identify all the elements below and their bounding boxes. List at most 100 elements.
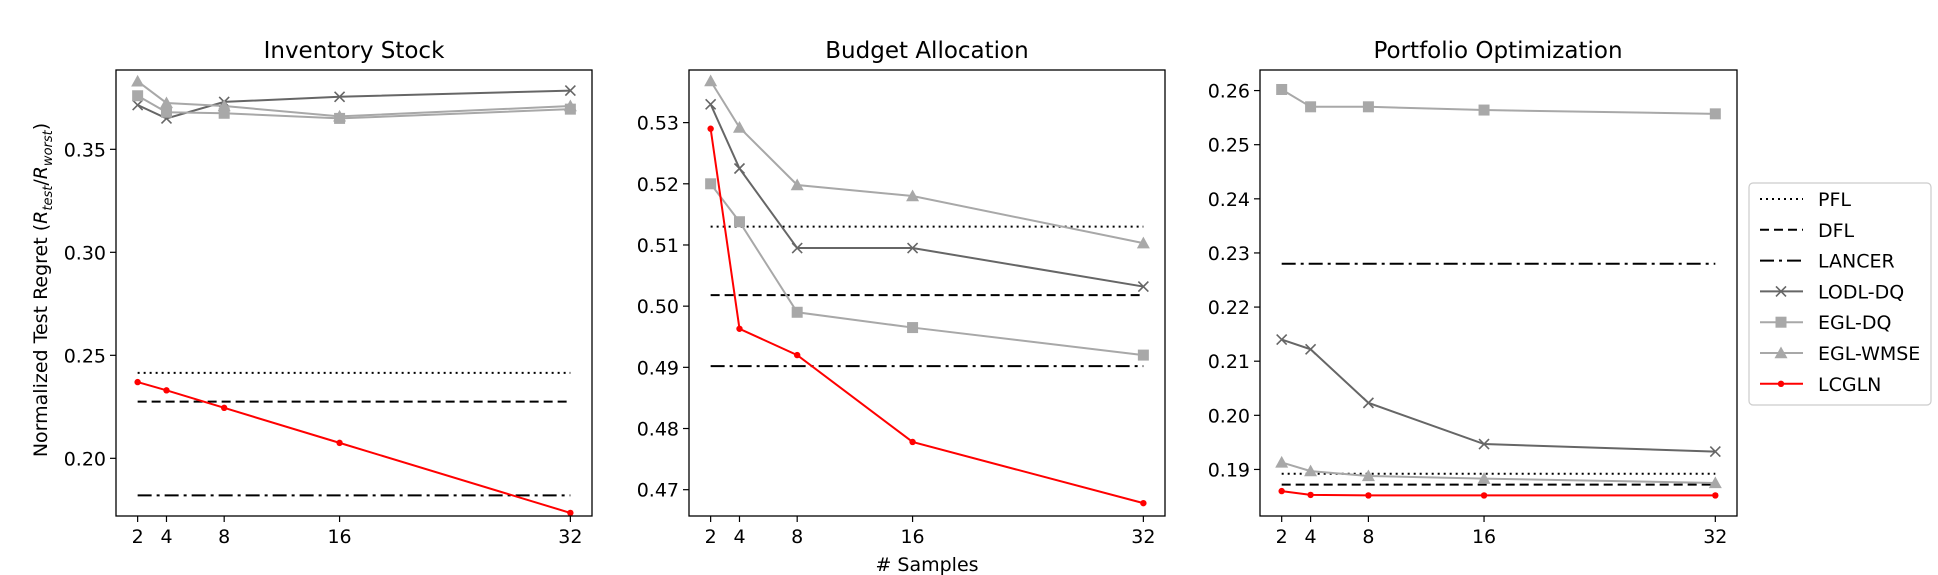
data-point-lcgln	[736, 325, 743, 332]
y-tick-label: 0.50	[637, 296, 679, 318]
data-point-egl-dq	[1276, 83, 1288, 95]
y-tick-label: 0.53	[637, 113, 679, 135]
data-point-egl-wmse	[563, 99, 577, 112]
legend-item-pfl: PFL	[1760, 189, 1851, 211]
data-point-egl-dq	[1709, 108, 1721, 120]
y-tick-label: 0.49	[637, 357, 679, 379]
plot-frame	[688, 69, 1166, 517]
y-tick-label: 0.20	[64, 448, 106, 470]
series-line-lodl-dq	[1281, 338, 1716, 453]
data-point-lcgln	[1140, 499, 1147, 507]
y-tick-label: 0.47	[637, 480, 679, 502]
legend-label: PFL	[1818, 189, 1851, 211]
y-axis-label: Normalized Test Regret (Rtest/Rworst)	[30, 123, 56, 457]
data-point-lodl-dq	[132, 99, 144, 111]
data-point-lcgln	[336, 439, 343, 447]
data-point-lodl-dq	[705, 98, 717, 110]
y-tick-label: 0.23	[1208, 243, 1250, 265]
legend-label: DFL	[1818, 220, 1855, 242]
data-point-lcgln	[1307, 491, 1314, 499]
legend-item-lodl-dq: LODL-DQ	[1760, 281, 1904, 303]
data-point-lodl-dq	[1362, 397, 1374, 409]
data-point-egl-wmse	[333, 109, 347, 122]
data-point-egl-wmse	[732, 121, 746, 133]
data-point-lcgln	[1480, 492, 1488, 499]
panel-title: Budget Allocation	[825, 38, 1028, 64]
series-line-egl-dq	[709, 183, 1144, 357]
legend-label: LODL-DQ	[1818, 281, 1904, 303]
plot-marks: 0.20 0.25 0.30 0.35 2 4 8 16 32	[64, 74, 582, 548]
legend-marker	[1775, 316, 1787, 328]
legend: PFL DFL LANCER LODL-DQ EGL-DQ EGL-WMSE LCGLN	[1748, 182, 1932, 406]
x-tick-label: 8	[218, 526, 230, 548]
x-tick-label: 2	[132, 526, 144, 548]
y-tick-label: 0.19	[1208, 459, 1250, 481]
x-tick-label: 32	[1131, 526, 1155, 548]
data-point-egl-dq	[218, 107, 230, 119]
legend-items: PFL DFL LANCER LODL-DQ EGL-DQ EGL-WMSE LCGLN	[1760, 189, 1920, 396]
data-point-lcgln	[134, 378, 141, 386]
y-tick-label: 0.48	[637, 419, 679, 441]
data-point-lodl-dq	[564, 85, 576, 97]
x-tick-label: 2	[705, 526, 717, 548]
legend-label: LCGLN	[1818, 374, 1881, 396]
y-tick-label: 0.52	[637, 174, 679, 196]
y-tick-label: 0.21	[1208, 351, 1250, 373]
data-point-lcgln	[1712, 492, 1719, 499]
y-tick-label: 0.30	[64, 242, 106, 264]
data-point-egl-dq	[132, 90, 144, 102]
y-tick-label: 0.24	[1208, 189, 1250, 211]
data-point-lcgln	[909, 438, 916, 446]
plot-marks: 0.19 0.20 0.21 0.22 0.23 0.24 0.25 0.26 2 4 8 16 32	[1208, 81, 1728, 548]
data-point-egl-wmse	[217, 99, 231, 112]
data-point-egl-wmse	[790, 178, 804, 191]
series-line-lodl-dq	[709, 103, 1144, 288]
legend-marker	[1774, 346, 1788, 359]
legend-label: LANCER	[1818, 251, 1895, 273]
x-tick-label: 8	[791, 526, 803, 548]
data-point-lcgln	[220, 404, 228, 412]
x-tick-label: 32	[1703, 526, 1727, 548]
x-tick-label: 16	[327, 526, 351, 548]
data-point-lodl-dq	[1276, 333, 1288, 346]
data-point-egl-dq	[907, 322, 919, 334]
data-point-egl-dq	[160, 106, 172, 118]
panel-title: Portfolio Optimization	[1373, 38, 1622, 64]
data-point-egl-wmse	[131, 74, 145, 87]
data-point-egl-dq	[1305, 101, 1317, 113]
plot-frame	[1259, 69, 1738, 517]
y-tick-label: 0.25	[1208, 135, 1250, 157]
x-tick-label: 16	[900, 526, 924, 548]
data-point-egl-wmse	[906, 189, 920, 202]
y-tick-label: 0.20	[1208, 405, 1250, 427]
data-point-egl-wmse	[704, 74, 718, 87]
data-point-egl-dq	[705, 178, 717, 190]
x-tick-label: 32	[558, 526, 582, 548]
x-tick-label: 4	[733, 526, 745, 548]
data-point-lodl-dq	[1709, 446, 1721, 458]
data-point-egl-wmse	[1708, 476, 1722, 489]
data-point-egl-wmse	[1361, 469, 1375, 482]
data-point-egl-dq	[791, 306, 803, 318]
data-point-egl-wmse	[1136, 236, 1150, 249]
series-line-lcgln	[1281, 490, 1716, 497]
panel-inventory-stock: Inventory Stock Normalized Test Regret (…	[30, 38, 593, 548]
legend-marker	[1777, 380, 1785, 387]
series-line-lcgln	[709, 128, 1144, 505]
y-tick-label: 0.35	[64, 139, 106, 161]
data-point-lcgln	[707, 125, 714, 132]
panel-title: Inventory Stock	[264, 38, 446, 64]
y-tick-label: 0.25	[64, 345, 106, 367]
data-point-lodl-dq	[907, 242, 919, 254]
data-point-egl-wmse	[1304, 464, 1318, 477]
legend-item-egl-dq: EGL-DQ	[1760, 312, 1891, 334]
legend-item-egl-wmse: EGL-WMSE	[1760, 343, 1920, 365]
data-point-lodl-dq	[1305, 343, 1317, 355]
data-point-lodl-dq	[791, 242, 803, 254]
legend-item-lancer: LANCER	[1760, 251, 1895, 273]
legend-box	[1748, 182, 1932, 406]
y-tick-label: 0.26	[1208, 81, 1250, 103]
data-point-lodl-dq	[1137, 281, 1149, 293]
y-tick-label: 0.22	[1208, 297, 1250, 319]
